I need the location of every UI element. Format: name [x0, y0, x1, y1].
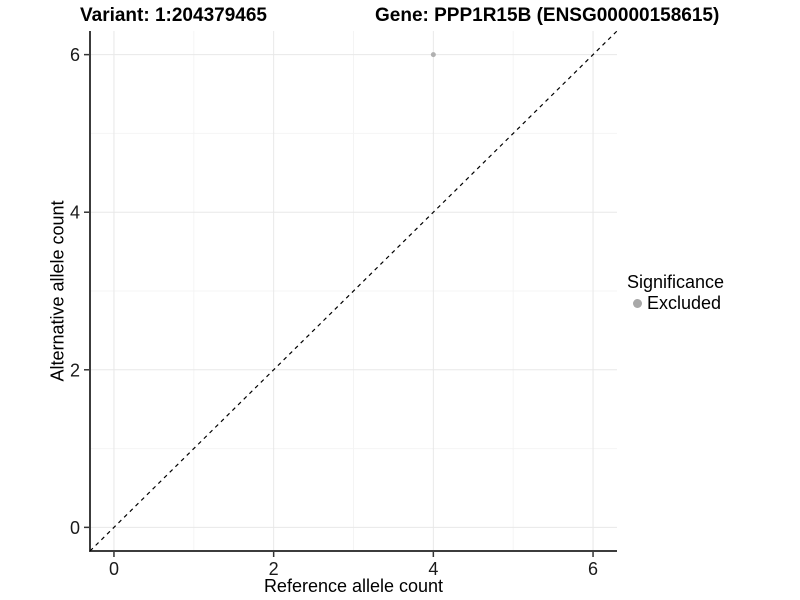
legend-entry-label: Excluded — [647, 293, 722, 313]
data-point — [430, 52, 436, 58]
x-tick-label: 6 — [588, 559, 598, 579]
y-tick-label: 4 — [70, 203, 80, 223]
legend: Significance Excluded — [627, 273, 724, 313]
y-tick-label: 2 — [70, 360, 80, 380]
legend-title: Significance — [627, 272, 725, 292]
x-tick-label: 2 — [269, 559, 279, 579]
identity-dashed-line — [89, 30, 618, 552]
y-axis-title: Alternative allele count — [47, 200, 68, 382]
x-tick-label: 0 — [109, 559, 119, 579]
gene-title: Gene: PPP1R15B (ENSG00000158615) — [375, 5, 720, 26]
x-tick-label: 4 — [428, 559, 438, 579]
variant-title: Variant: 1:204379465 — [80, 5, 267, 26]
y-tick-label: 0 — [70, 518, 80, 538]
legend-key-dot-icon — [633, 299, 642, 308]
y-tick-label: 6 — [70, 45, 80, 65]
legend-entry-excluded: Excluded — [633, 294, 724, 313]
x-axis-title: Reference allele count — [263, 576, 444, 596]
